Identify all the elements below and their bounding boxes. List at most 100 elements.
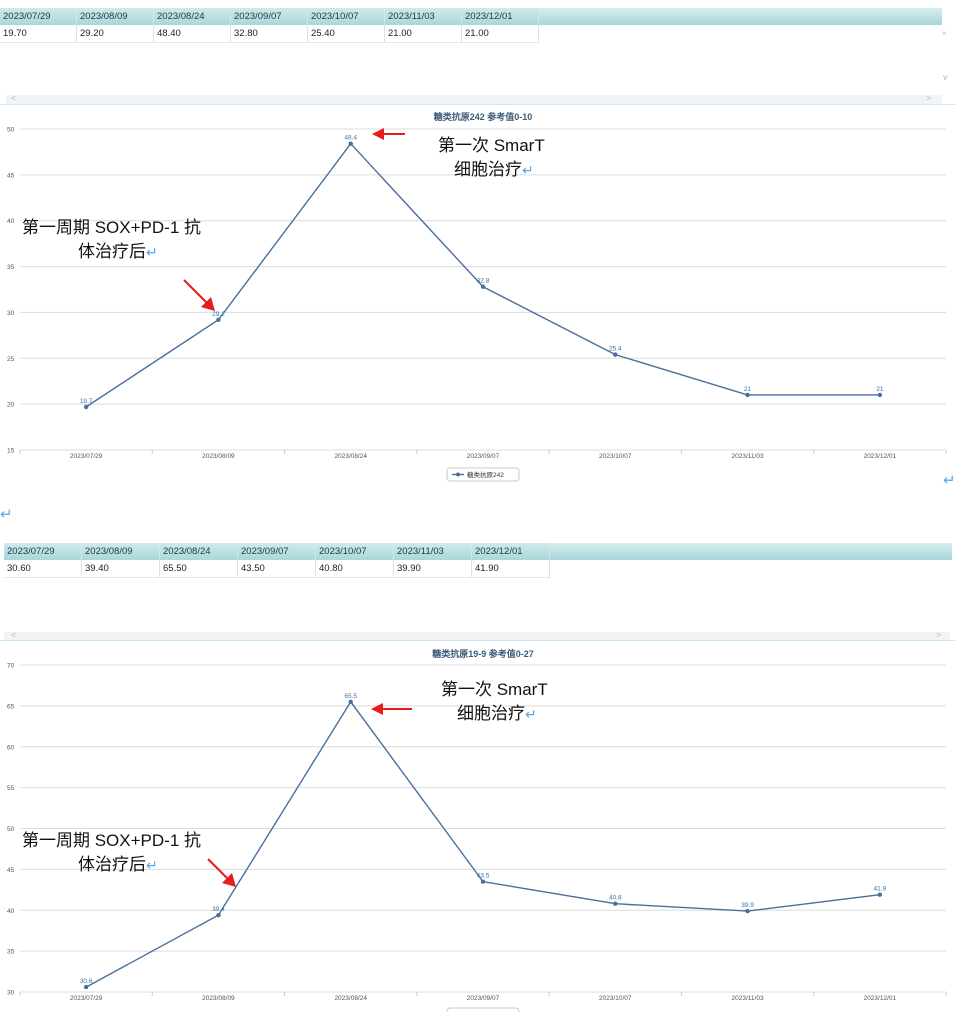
y-tick-label: 65 (7, 703, 15, 710)
table-header-cell: 2023/11/03 (384, 8, 462, 25)
scroll-left-arrow[interactable]: < (11, 630, 17, 640)
data-label: 43.5 (477, 873, 490, 880)
x-tick-label: 2023/08/09 (202, 995, 235, 1002)
x-tick-label: 2023/12/01 (864, 995, 897, 1002)
y-tick-label: 50 (7, 826, 15, 833)
y-tick-label: 35 (7, 264, 15, 271)
x-tick-label: 2023/11/03 (732, 995, 764, 1002)
table-header-cell: 2023/09/07 (230, 8, 308, 25)
table-row: 19.70 29.20 48.40 32.80 25.40 21.00 21.0… (0, 25, 539, 43)
annotation-first-smart: 第一次 SmarT 细胞治疗↵ (438, 134, 545, 182)
table-cell: 25.40 (307, 25, 385, 43)
legend-box (446, 1007, 520, 1012)
chart-1: 糖类抗原242 参考值0-10 15 20 25 30 35 40 45 50 2023/07/2… (0, 104, 956, 482)
annotation-line-1: 第一周期 SOX+PD-1 抗 (22, 831, 202, 850)
x-tick-label: 2023/08/24 (334, 995, 367, 1002)
x-tick-label: 2023/11/03 (732, 453, 764, 460)
y-tick-label: 25 (7, 356, 15, 363)
data-point (877, 892, 883, 897)
y-tick-label: 50 (7, 127, 15, 134)
y-tick-label: 35 (7, 949, 15, 956)
table-cell: 39.40 (81, 560, 160, 578)
table-header-cell: 2023/12/01 (461, 8, 539, 25)
return-mark: ↵ (0, 506, 13, 523)
horizontal-scrollbar[interactable] (4, 632, 950, 641)
table-header-row: 2023/07/29 2023/08/09 2023/08/24 2023/09… (4, 543, 550, 560)
table-cell: 21.00 (461, 25, 539, 43)
y-tick-label: 15 (7, 448, 15, 455)
legend-marker (456, 472, 460, 477)
y-tick-label: 30 (7, 310, 15, 317)
x-tick-label: 2023/12/01 (864, 453, 897, 460)
x-tick-label: 2023/10/07 (599, 995, 632, 1002)
data-label: 41.9 (874, 886, 887, 893)
data-label: 40.8 (609, 895, 622, 902)
data-label: 21 (744, 386, 752, 393)
table-cell: 29.20 (76, 25, 154, 43)
table-cell: 43.50 (237, 560, 316, 578)
legend-label: 糖类抗原242 (467, 470, 504, 479)
table-cell: 30.60 (4, 560, 82, 578)
table-header-cell: 2023/08/09 (81, 543, 160, 560)
annotation-first-cycle: 第一周期 SOX+PD-1 抗 体治疗后↵ (22, 216, 201, 264)
annotation-line-2: 体治疗后↵ (78, 855, 158, 874)
x-tick-label: 2023/08/09 (202, 453, 235, 460)
annotation-line-1: 第一次 SmarT (438, 136, 545, 155)
annotation-line-2: 细胞治疗↵ (457, 704, 537, 723)
data-label: 39.4 (212, 906, 225, 913)
y-tick-label: 45 (7, 172, 15, 179)
annotation-first-smart: 第一次 SmarT 细胞治疗↵ (441, 678, 548, 726)
table-header-cell: 2023/07/29 (0, 8, 77, 25)
data-label: 29.2 (212, 311, 225, 318)
scroll-right-arrow[interactable]: > (936, 630, 942, 640)
y-tick-label: 60 (7, 744, 15, 751)
table-header-cell: 2023/10/07 (307, 8, 385, 25)
data-label: 32.8 (477, 278, 490, 285)
table-cell: 48.40 (153, 25, 231, 43)
data-point (348, 141, 353, 146)
x-tick-label: 2023/09/07 (467, 453, 500, 460)
return-mark: ↵ (943, 472, 956, 489)
data-label: 19.7 (80, 398, 93, 405)
table-header-cell: 2023/07/29 (4, 543, 82, 560)
legend-box (446, 467, 520, 482)
series-line (85, 700, 880, 988)
horizontal-scrollbar[interactable] (6, 95, 942, 104)
x-tick-label: 2023/07/29 (70, 453, 103, 460)
table-header-cell: 2023/08/24 (159, 543, 238, 560)
scroll-right-arrow[interactable]: > (926, 93, 932, 103)
chart-2: 糖类抗原19-9 参考值0-27 30 35 40 45 50 55 60 65 70 2023/0… (0, 640, 956, 1012)
data-label: 30.6 (80, 978, 93, 985)
annotation-first-cycle: 第一周期 SOX+PD-1 抗 体治疗后↵ (22, 829, 201, 877)
annotation-line-2: 体治疗后↵ (78, 242, 158, 261)
data-point (745, 908, 750, 914)
y-tick-label: 55 (7, 785, 15, 792)
scroll-left-arrow[interactable]: < (11, 93, 17, 103)
red-arrow-icon (372, 128, 405, 140)
data-point (83, 404, 89, 410)
x-tick-label: 2023/09/07 (467, 995, 500, 1002)
data-table-1: 2023/07/29 2023/08/09 2023/08/24 2023/09… (0, 8, 539, 43)
x-tick-label: 2023/07/29 (70, 995, 103, 1002)
chart-title: 糖类抗原19-9 参考值0-27 (432, 648, 534, 659)
table-header-cell: 2023/12/01 (471, 543, 550, 560)
data-point (877, 392, 883, 398)
y-tick-label: 20 (7, 402, 15, 409)
table-cell: 65.50 (159, 560, 238, 578)
data-table-2: 2023/07/29 2023/08/09 2023/08/24 2023/09… (4, 543, 550, 578)
y-tick-label: 70 (7, 663, 15, 670)
data-label: 65.5 (344, 693, 357, 700)
table-cell: 40.80 (315, 560, 394, 578)
red-arrow-icon (183, 279, 215, 311)
data-point (480, 879, 486, 884)
y-tick-label: 40 (7, 218, 15, 225)
scroll-down-arrow[interactable]: v (943, 72, 948, 82)
data-point (613, 352, 618, 357)
data-label: 39.9 (741, 902, 754, 909)
table-cell: 21.00 (384, 25, 462, 43)
table-cell: 32.80 (230, 25, 308, 43)
scroll-up-arrow[interactable]: ^ (942, 30, 947, 40)
chart-title: 糖类抗原242 参考值0-10 (434, 111, 533, 122)
data-label: 25.4 (609, 346, 622, 353)
table-row: 30.60 39.40 65.50 43.50 40.80 39.90 41.9… (4, 560, 550, 578)
